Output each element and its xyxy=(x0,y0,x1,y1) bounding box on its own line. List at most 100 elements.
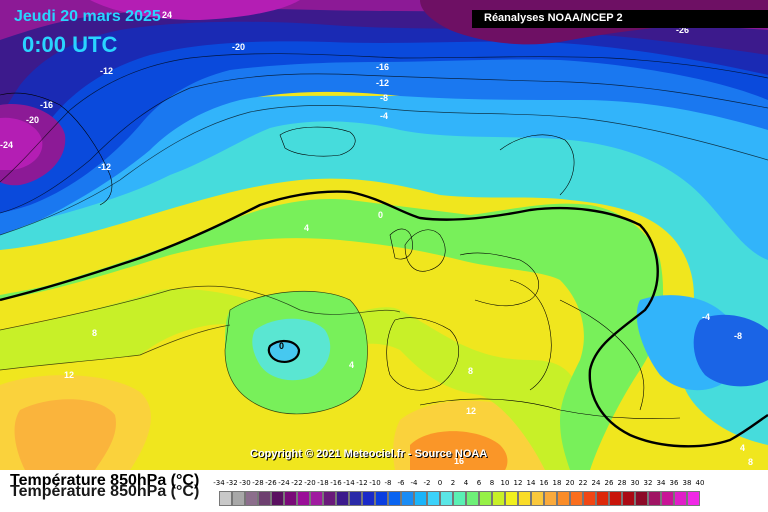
legend-swatch xyxy=(440,491,453,506)
band-orange-sw-core xyxy=(14,399,116,470)
band-orange-africa-core xyxy=(410,431,508,470)
legend-swatch xyxy=(518,491,531,506)
band-blue-se xyxy=(693,314,768,387)
legend-swatch xyxy=(336,491,349,506)
band-cyan-zero xyxy=(269,340,298,361)
label-m12-nor: -12 xyxy=(376,78,389,88)
band-lightblue xyxy=(0,90,768,260)
legend-swatch xyxy=(271,491,284,506)
legend-swatch xyxy=(284,491,297,506)
legend-tick-label: -32 xyxy=(226,479,238,487)
legend-swatch xyxy=(349,491,362,506)
legend-swatch xyxy=(388,491,401,506)
map-title-shadow: Température 850hPa (°C) xyxy=(10,483,200,500)
label-12-west: 12 xyxy=(64,370,74,380)
legend-swatch xyxy=(427,491,440,506)
legend-tick-label: -12 xyxy=(356,479,368,487)
legend-swatch xyxy=(557,491,570,506)
legend-swatch xyxy=(570,491,583,506)
label-8-se: 8 xyxy=(748,457,753,467)
label-4-low: 4 xyxy=(349,360,354,370)
legend-swatch xyxy=(310,491,323,506)
label-0-main: 0 xyxy=(378,210,383,220)
legend-swatch xyxy=(661,491,674,506)
legend-swatch xyxy=(687,491,700,506)
legend-swatch xyxy=(648,491,661,506)
legend-swatch xyxy=(479,491,492,506)
legend-tick-label: 22 xyxy=(578,479,588,487)
legend-tick-label: 12 xyxy=(513,479,523,487)
label-m16-grl: -16 xyxy=(40,100,53,110)
label-m12-grl: -12 xyxy=(98,162,111,172)
label-m4-east: -4 xyxy=(702,312,710,322)
zero-isotherm xyxy=(0,190,768,448)
legend-tick-label: 24 xyxy=(591,479,601,487)
legend-tick-label: 26 xyxy=(604,479,614,487)
legend-swatch xyxy=(609,491,622,506)
legend-swatch xyxy=(531,491,544,506)
legend-swatch xyxy=(232,491,245,506)
label-12-afr: 12 xyxy=(466,406,476,416)
band-aqua xyxy=(0,92,768,446)
legend-tick-label: 6 xyxy=(476,479,482,487)
legend-tick-label: -26 xyxy=(265,479,277,487)
legend-tick-label: 32 xyxy=(643,479,653,487)
label-16-afr: 16 xyxy=(454,456,464,466)
legend-swatch xyxy=(297,491,310,506)
legend-tick-label: 28 xyxy=(617,479,627,487)
legend-swatch xyxy=(622,491,635,506)
legend-tick-label: 10 xyxy=(500,479,510,487)
legend-tick-label: 8 xyxy=(489,479,495,487)
legend-swatch xyxy=(466,491,479,506)
legend-tick-label: -28 xyxy=(252,479,264,487)
band-green xyxy=(0,199,664,470)
legend-tick-label: 0 xyxy=(437,479,443,487)
legend-swatch xyxy=(375,491,388,506)
label-m20-grl: -20 xyxy=(26,115,39,125)
legend-tick-label: 36 xyxy=(669,479,679,487)
legend-swatch xyxy=(492,491,505,506)
label-0-low: 0 xyxy=(279,341,284,351)
legend-tick-label: 14 xyxy=(526,479,536,487)
label-m8-east: -8 xyxy=(734,331,742,341)
legend-swatch xyxy=(258,491,271,506)
legend-tick-label: -16 xyxy=(330,479,342,487)
legend-swatch xyxy=(505,491,518,506)
label-m24-grl: -24 xyxy=(0,140,13,150)
source-label: Réanalyses NOAA/NCEP 2 xyxy=(484,12,623,24)
label-m16-nor: -16 xyxy=(376,62,389,72)
copyright-notice: Copyright © 2021 Meteociel.fr - Source N… xyxy=(250,448,488,460)
band-magenta-top xyxy=(90,0,300,20)
legend-tick-label: -22 xyxy=(291,479,303,487)
isotherms xyxy=(0,53,768,415)
legend-swatch xyxy=(362,491,375,506)
legend-tick-label: -18 xyxy=(317,479,329,487)
legend-tick-label: -8 xyxy=(384,479,392,487)
band-greenland-inner xyxy=(0,117,43,170)
legend-tick-label: -10 xyxy=(369,479,381,487)
legend-tick-label: -20 xyxy=(304,479,316,487)
label-m8-nor: -8 xyxy=(380,93,388,103)
legend-swatch xyxy=(401,491,414,506)
isotherm-labels: -20 -26 -12 -16 -20 -24 -12 -16 -12 -8 -… xyxy=(0,25,753,467)
legend-tick-label: 38 xyxy=(682,479,692,487)
legend-tick-label: 4 xyxy=(463,479,469,487)
legend-swatch xyxy=(674,491,687,506)
legend-tick-label: 40 xyxy=(695,479,705,487)
legend-tick-label: -34 xyxy=(213,479,225,487)
map-date: Jeudi 20 mars 2025 xyxy=(14,8,161,25)
legend-tick-label: -4 xyxy=(410,479,418,487)
legend-swatch xyxy=(583,491,596,506)
legend-tick-label: -14 xyxy=(343,479,355,487)
label-m20-top: -20 xyxy=(232,42,245,52)
legend-swatch xyxy=(544,491,557,506)
legend-color-scale xyxy=(219,491,700,506)
legend-swatch xyxy=(245,491,258,506)
band-blue-dark xyxy=(0,0,768,213)
legend-swatch xyxy=(635,491,648,506)
legend-tick-label: -2 xyxy=(423,479,431,487)
legend-tick-label: 30 xyxy=(630,479,640,487)
label-m4-nor: -4 xyxy=(380,111,388,121)
corner-label: 24 xyxy=(162,10,173,20)
